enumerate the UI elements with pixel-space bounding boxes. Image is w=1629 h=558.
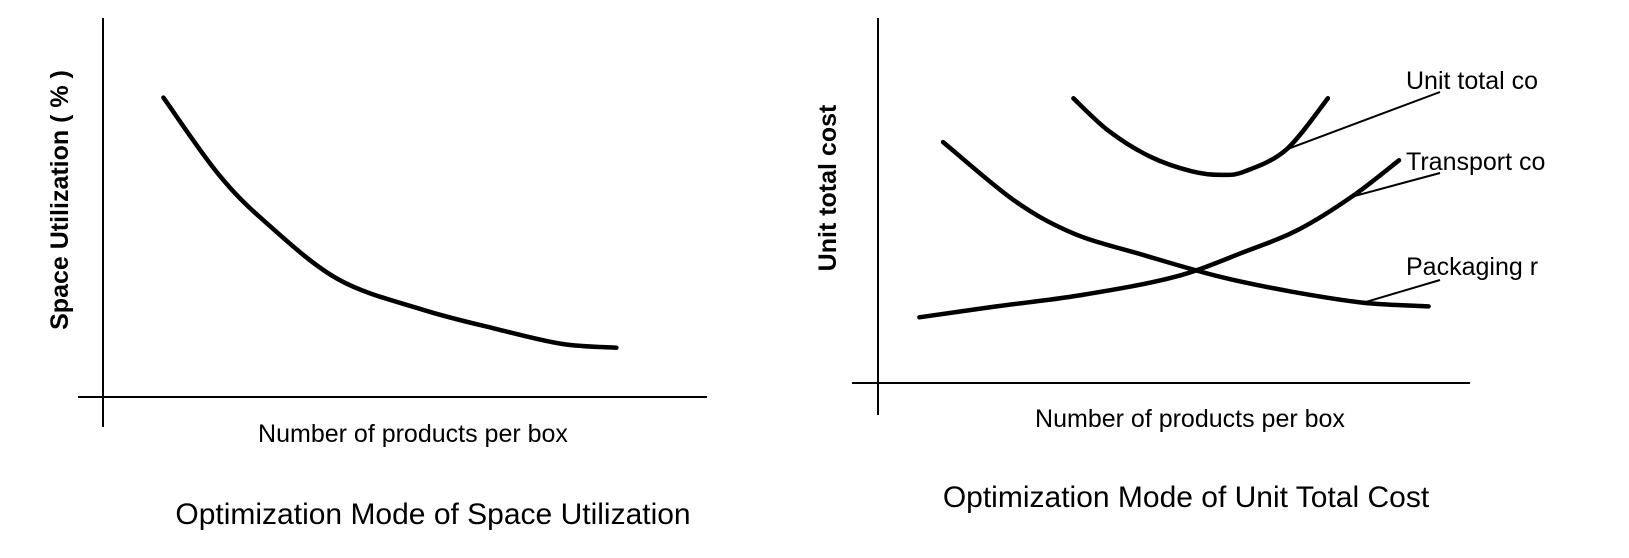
x-axis-label: Number of products per box <box>1035 405 1345 433</box>
x-axis-label: Number of products per box <box>258 420 568 448</box>
unit-total-cost-chart: Unit total cost Number of products per b… <box>814 18 1545 514</box>
series-label-packaging: Packaging r <box>1406 253 1538 281</box>
series-group <box>161 95 619 350</box>
series-group <box>917 96 1431 320</box>
y-axis-label: Space Utilization ( % ) <box>46 70 74 330</box>
series-label-transport-cost: Transport co <box>1406 148 1545 176</box>
legend-leader-group <box>1286 91 1441 304</box>
unit-total-cost-curve <box>1071 96 1331 178</box>
chart-caption: Optimization Mode of Space Utilization <box>175 498 690 531</box>
transport-cost-curve <box>917 158 1402 320</box>
space-utilization-chart: Space Utilization ( % ) Number of produc… <box>46 18 707 531</box>
series-label-unit-total-cost: Unit total co <box>1406 67 1538 95</box>
packaging-cost-curve <box>940 139 1431 309</box>
leader-line-packaging <box>1363 279 1441 304</box>
leader-line-transport-cost <box>1351 172 1441 198</box>
leader-line-unit-total-cost <box>1286 91 1441 151</box>
y-axis-label: Unit total cost <box>814 104 842 271</box>
chart-caption: Optimization Mode of Unit Total Cost <box>943 481 1430 514</box>
space-utilization-curve <box>161 95 619 350</box>
